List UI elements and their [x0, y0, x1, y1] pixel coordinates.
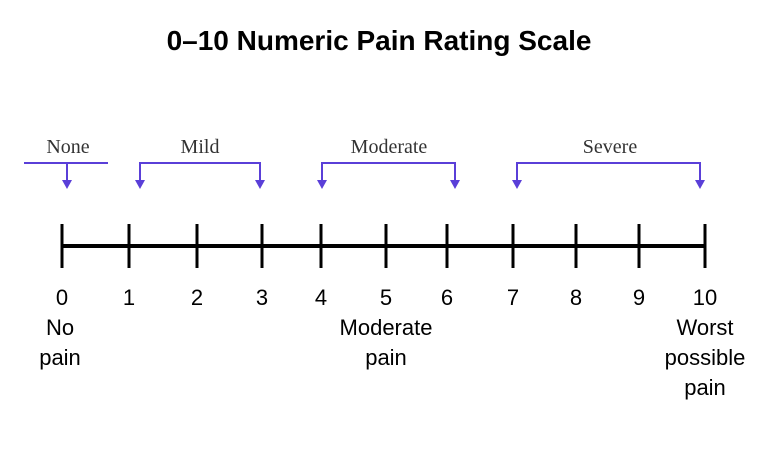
tick-label: 4: [315, 285, 327, 310]
arrow: [695, 180, 705, 189]
category-label: Mild: [181, 136, 220, 158]
anchor-label: possible: [665, 345, 746, 370]
tick-label: 7: [507, 285, 519, 310]
bracket: [516, 162, 701, 180]
arrow: [317, 180, 327, 189]
title: 0–10 Numeric Pain Rating Scale: [167, 25, 592, 56]
arrow: [450, 180, 460, 189]
tick-label: 1: [123, 285, 135, 310]
tick-label: 9: [633, 285, 645, 310]
category-label: Moderate: [351, 136, 428, 158]
category-label: None: [46, 136, 89, 158]
arrow: [512, 180, 522, 189]
arrow: [255, 180, 265, 189]
tick-label: 2: [191, 285, 203, 310]
tick-label: 8: [570, 285, 582, 310]
tick-label: 6: [441, 285, 453, 310]
arrow: [62, 180, 72, 189]
anchor-label: No: [46, 315, 74, 340]
tick-label: 0: [56, 285, 68, 310]
anchor-label: pain: [365, 345, 407, 370]
bracket: [139, 162, 261, 180]
tick-label: 10: [693, 285, 717, 310]
bracket: [321, 162, 456, 180]
anchor-label: Worst: [676, 315, 733, 340]
category-label: Severe: [583, 136, 638, 158]
anchor-label: pain: [684, 375, 726, 400]
anchor-label: Moderate: [340, 315, 433, 340]
tick-label: 5: [380, 285, 392, 310]
tick-label: 3: [256, 285, 268, 310]
anchor-label: pain: [39, 345, 81, 370]
arrow: [135, 180, 145, 189]
